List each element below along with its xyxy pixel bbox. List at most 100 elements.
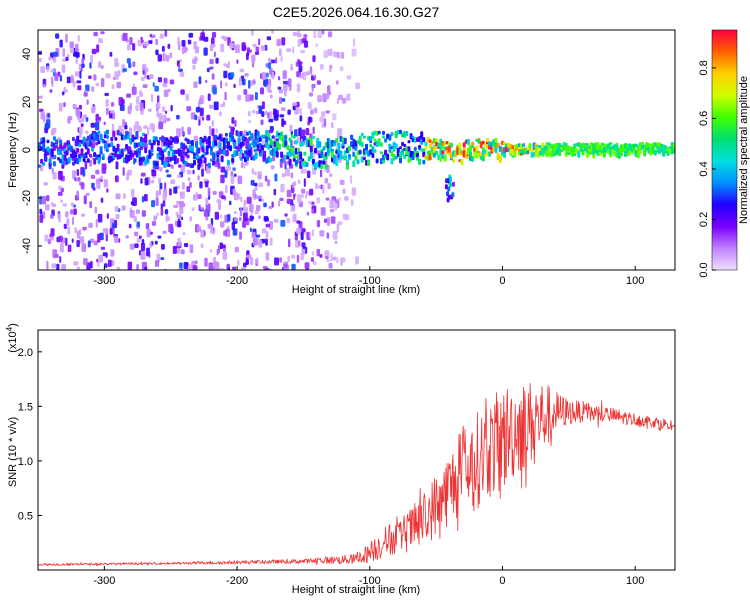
- spectrogram-cell: [266, 36, 272, 41]
- spectrogram-cell: [486, 138, 489, 143]
- spectrogram-cell: [116, 266, 121, 270]
- spectrogram-cell: [300, 49, 306, 54]
- spectrogram-cell: [261, 101, 265, 110]
- spectrogram-cell: [345, 159, 349, 164]
- spectrogram-cell: [52, 161, 56, 167]
- spectrogram-cell: [281, 173, 286, 178]
- spectrogram-cell: [248, 143, 252, 150]
- spectrogram-cell: [94, 206, 97, 214]
- spectrogram-cell: [435, 150, 439, 156]
- spectrogram-cell: [70, 209, 74, 215]
- spectrogram-cell: [324, 250, 330, 259]
- spectrogram-cell: [144, 148, 148, 154]
- spectrogram-cell: [319, 116, 324, 123]
- spectrogram-cell: [43, 83, 46, 88]
- spectrogram-cell: [188, 32, 194, 38]
- spectrogram-cell: [96, 183, 100, 189]
- spectrogram-cell: [103, 140, 107, 144]
- spectrogram-cell: [296, 83, 301, 93]
- spectrogram-cell: [63, 102, 66, 108]
- spectrogram-cell: [672, 148, 675, 154]
- spectrogram-cell: [273, 218, 279, 223]
- spectrogram-cell: [340, 257, 343, 266]
- spectrogram-cell: [105, 148, 109, 153]
- spectrogram-cell: [50, 52, 54, 58]
- spectrogram-cell: [307, 104, 312, 109]
- spectrogram-cell: [407, 146, 411, 152]
- spectrogram-cell: [144, 194, 148, 202]
- spectrogram-cell: [325, 197, 330, 201]
- spectrogram-cell: [91, 86, 95, 92]
- spectrogram-cell: [157, 54, 162, 62]
- spectrogram-cell: [352, 160, 356, 168]
- snr-y-label: SNR (10 * v/v): [7, 417, 19, 487]
- spectrogram-cell: [149, 123, 155, 130]
- spectrogram-cell: [280, 158, 284, 163]
- spectrogram-cell: [46, 195, 50, 202]
- spectrogram-cell: [81, 243, 87, 252]
- spectrogram-cell: [42, 137, 46, 144]
- spectrogram-cell: [195, 191, 198, 201]
- spectrogram-cell: [186, 106, 192, 112]
- spectrogram-cell: [278, 76, 281, 81]
- spectrogram-cell: [324, 178, 328, 184]
- spectrogram-cell: [258, 137, 262, 142]
- spectrogram-cell: [154, 260, 160, 267]
- colorbar-tick-label: 0.0: [698, 262, 710, 277]
- spectrogram-cell: [197, 175, 200, 181]
- spectrogram-cell: [71, 238, 74, 243]
- spectrogram-cell: [326, 258, 331, 263]
- spectrogram-cell: [133, 124, 136, 132]
- spectrogram-cell: [322, 185, 325, 194]
- spectrogram-cell: [358, 149, 362, 155]
- spectrogram-cell: [62, 48, 66, 57]
- spectrogram-cell: [205, 197, 209, 206]
- spectrogram-cell: [151, 179, 155, 184]
- spectrogram-cell: [265, 223, 271, 228]
- spectrogram-cell: [294, 236, 298, 241]
- spectrogram-cell: [315, 183, 318, 190]
- spectrogram-cell: [167, 163, 171, 167]
- spectrogram-y-tick-label: 0: [21, 147, 33, 153]
- spectrogram-cell: [267, 62, 272, 69]
- spectrogram-cell: [61, 91, 65, 96]
- spectrogram-cell: [203, 210, 209, 217]
- spectrogram-cell: [394, 156, 398, 160]
- spectrogram-cell: [76, 266, 81, 270]
- spectrogram-cell: [227, 267, 230, 270]
- spectrogram-y-tick-label: -20: [21, 190, 33, 206]
- spectrogram-cell: [46, 65, 49, 72]
- spectrogram-cell: [159, 147, 162, 151]
- spectrogram-cell: [220, 174, 225, 184]
- spectrogram-cell: [130, 188, 135, 197]
- spectrogram-cell: [49, 89, 53, 93]
- spectrogram-cell: [103, 179, 108, 188]
- spectrogram-cell: [261, 228, 267, 234]
- spectrogram-cell: [297, 38, 301, 47]
- spectrogram-cell: [271, 201, 274, 208]
- spectrogram-cell: [348, 154, 351, 158]
- spectrogram-cell: [280, 219, 286, 227]
- spectrogram-cell: [449, 182, 452, 188]
- spectrogram-cell: [469, 146, 472, 152]
- spectrogram-cell: [345, 163, 349, 170]
- spectrogram-cell: [303, 40, 309, 48]
- spectrogram-cell: [90, 122, 95, 128]
- spectrogram-cell: [322, 160, 326, 165]
- spectrogram-cell: [193, 152, 196, 156]
- spectrogram-cell: [212, 191, 217, 195]
- spectrogram-cell: [224, 150, 229, 157]
- spectrogram-cell: [320, 164, 324, 170]
- spectrogram-cell: [127, 105, 132, 115]
- spectrogram-cell: [275, 57, 278, 64]
- spectrogram-cell: [39, 214, 44, 223]
- spectrogram-cell: [333, 154, 337, 162]
- spectrogram-cell: [59, 256, 62, 263]
- spectrogram-cell: [233, 192, 239, 201]
- spectrogram-cell: [61, 161, 65, 166]
- spectrogram-cell: [269, 94, 273, 99]
- spectrogram-cell: [209, 59, 214, 65]
- spectrogram-cell: [162, 115, 167, 120]
- spectrogram-cell: [135, 209, 140, 214]
- spectrogram-cell: [169, 157, 173, 161]
